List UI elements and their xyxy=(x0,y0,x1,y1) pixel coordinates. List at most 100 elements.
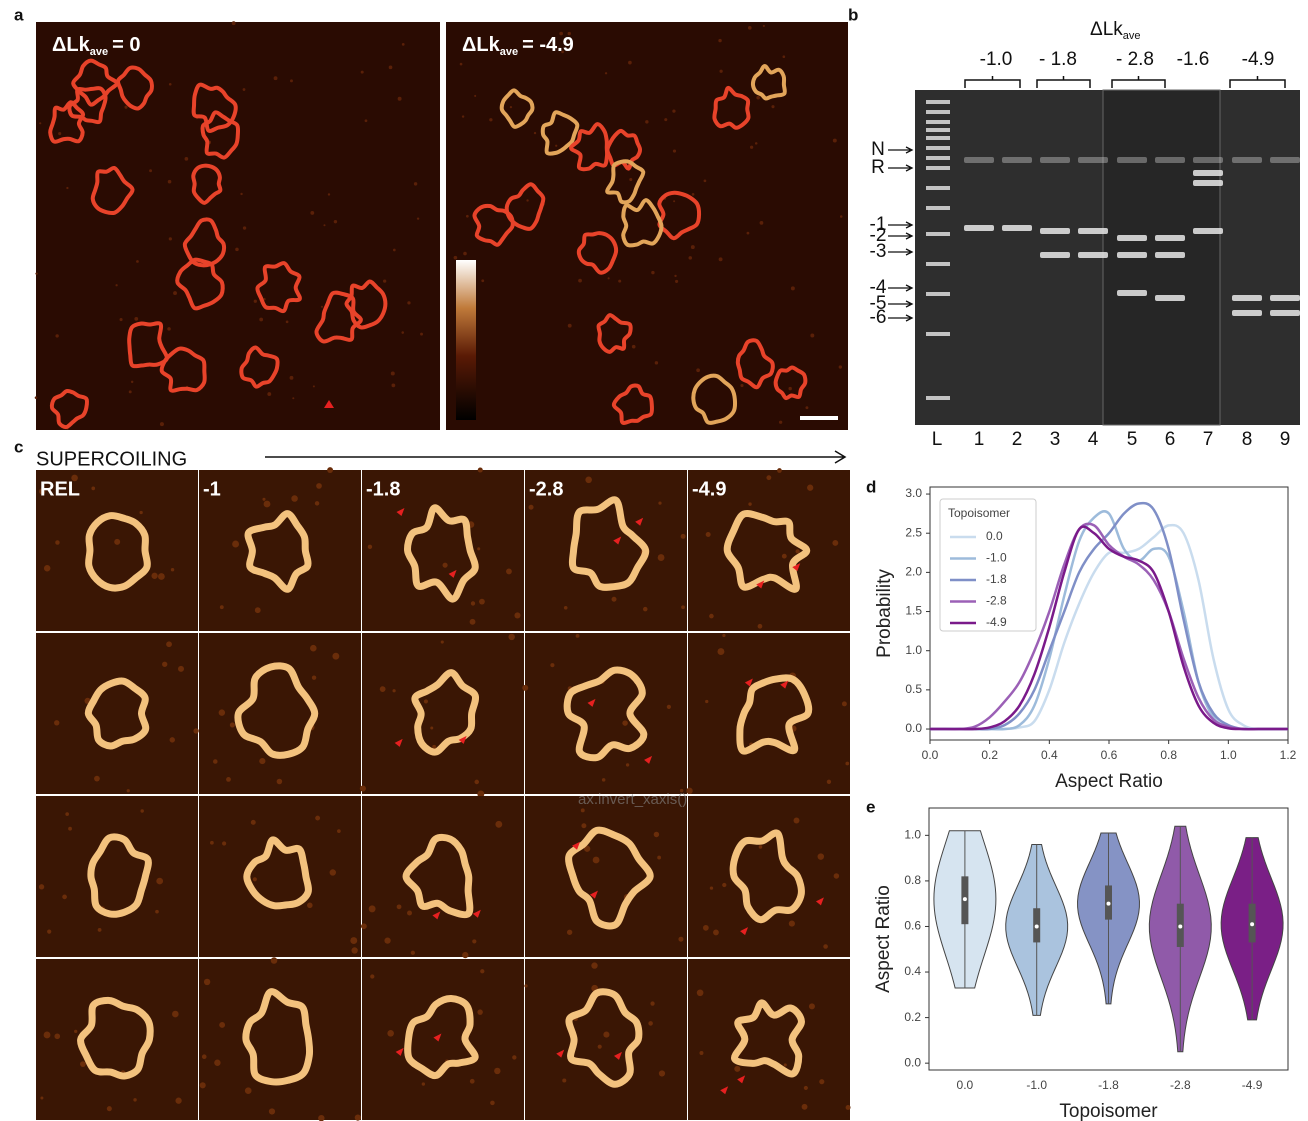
lane-label: 8 xyxy=(1242,429,1253,450)
dna-ring xyxy=(234,662,319,759)
dna-ring xyxy=(736,674,813,755)
afm-noise xyxy=(778,420,783,424)
legend-label: 0.0 xyxy=(986,529,1003,543)
afm-noise xyxy=(35,272,38,275)
afm-noise xyxy=(833,873,840,879)
lane-label: 7 xyxy=(1203,429,1214,450)
afm-noise xyxy=(717,648,725,656)
panel-label: a xyxy=(14,5,24,24)
dna-ring xyxy=(49,388,90,430)
afm-noise xyxy=(58,132,62,136)
afm-noise xyxy=(242,226,247,230)
y-tick-label: 2.5 xyxy=(905,525,922,539)
arrowhead-marker xyxy=(394,738,403,747)
x-tick-label: -1.0 xyxy=(1026,1078,1047,1092)
afm-noise xyxy=(559,31,564,36)
ladder-band xyxy=(926,206,950,210)
afm-noise xyxy=(139,510,143,515)
dna-ring xyxy=(565,988,643,1088)
dna-ring xyxy=(691,373,738,425)
afm-noise xyxy=(472,939,477,944)
dna-ring xyxy=(731,999,805,1078)
sample-band xyxy=(1232,157,1262,163)
afm-noise xyxy=(584,845,591,852)
lane-label: 5 xyxy=(1127,429,1138,450)
arrowhead-marker xyxy=(756,580,765,589)
afm-noise xyxy=(170,567,175,572)
label-sub: ave xyxy=(90,46,108,58)
arrowhead-marker xyxy=(448,569,457,578)
afm-noise xyxy=(401,43,405,46)
dna-ring xyxy=(569,122,610,172)
afm-noise xyxy=(167,327,171,331)
sample-band xyxy=(1270,310,1300,316)
afm-noise xyxy=(696,989,704,997)
afm-noise xyxy=(172,1010,179,1018)
afm-noise xyxy=(477,790,485,798)
afm-noise xyxy=(421,1082,426,1086)
afm-noise xyxy=(713,929,719,936)
afm-noise xyxy=(214,1059,221,1066)
lane-label: 4 xyxy=(1088,429,1099,450)
afm-noise xyxy=(650,1001,655,1006)
afm-noise xyxy=(680,533,686,539)
afm-noise xyxy=(327,193,331,196)
sample-band xyxy=(1193,228,1223,234)
afm-noise xyxy=(391,383,396,388)
afm-noise xyxy=(71,474,78,482)
afm-noise xyxy=(679,788,684,793)
afm-noise xyxy=(807,484,814,491)
plot-frame xyxy=(928,807,1289,1071)
afm-noise xyxy=(201,1054,207,1060)
band-label: -6 xyxy=(870,307,887,328)
afm-noise xyxy=(801,1103,808,1110)
afm-noise xyxy=(387,1029,394,1037)
afm-noise xyxy=(119,318,123,322)
afm-noise xyxy=(604,72,608,75)
sample-band xyxy=(1270,157,1300,163)
afm-noise xyxy=(762,24,765,28)
afm-noise xyxy=(316,483,322,489)
afm-noise xyxy=(790,286,795,291)
sample-band xyxy=(1040,157,1070,163)
afm-noise xyxy=(115,284,118,287)
afm-noise xyxy=(157,573,165,580)
afm-noise xyxy=(607,277,610,280)
label-part: = -4.9 xyxy=(522,34,574,56)
ladder-band xyxy=(926,156,950,160)
dna-ring xyxy=(565,826,654,930)
afm-noise xyxy=(229,722,235,728)
afm-noise xyxy=(368,905,376,913)
afm-noise xyxy=(777,468,782,473)
ladder-band xyxy=(926,146,950,150)
y-axis-label: Aspect Ratio xyxy=(873,885,894,993)
group-label: - 1.8 xyxy=(1039,49,1077,70)
afm-noise xyxy=(489,118,493,122)
afm-noise xyxy=(719,69,723,73)
afm-noise xyxy=(259,317,264,322)
afm-noise xyxy=(562,1078,567,1083)
afm-noise xyxy=(203,978,211,986)
afm-noise xyxy=(823,944,828,949)
afm-noise xyxy=(734,1065,741,1072)
afm-noise xyxy=(140,809,144,813)
afm-noise xyxy=(327,467,334,474)
dna-ring xyxy=(402,833,474,919)
arrowhead-marker xyxy=(433,1033,442,1042)
afm-noise xyxy=(465,214,469,218)
dna-ring xyxy=(255,261,302,314)
afm-noise xyxy=(508,633,515,641)
column-label: -1 xyxy=(203,478,221,500)
band-label: -5 xyxy=(870,293,887,314)
afm-noise xyxy=(766,475,772,481)
afm-noise xyxy=(696,368,700,373)
afm-noise xyxy=(805,406,809,410)
bracket xyxy=(1111,76,1166,88)
afm-noise xyxy=(413,182,418,186)
dna-ring xyxy=(472,203,515,247)
arrowhead-marker xyxy=(744,678,753,687)
dna-ring xyxy=(182,217,226,268)
afm-noise xyxy=(156,877,164,885)
afm-noise xyxy=(364,119,368,123)
afm-noise xyxy=(442,562,448,568)
